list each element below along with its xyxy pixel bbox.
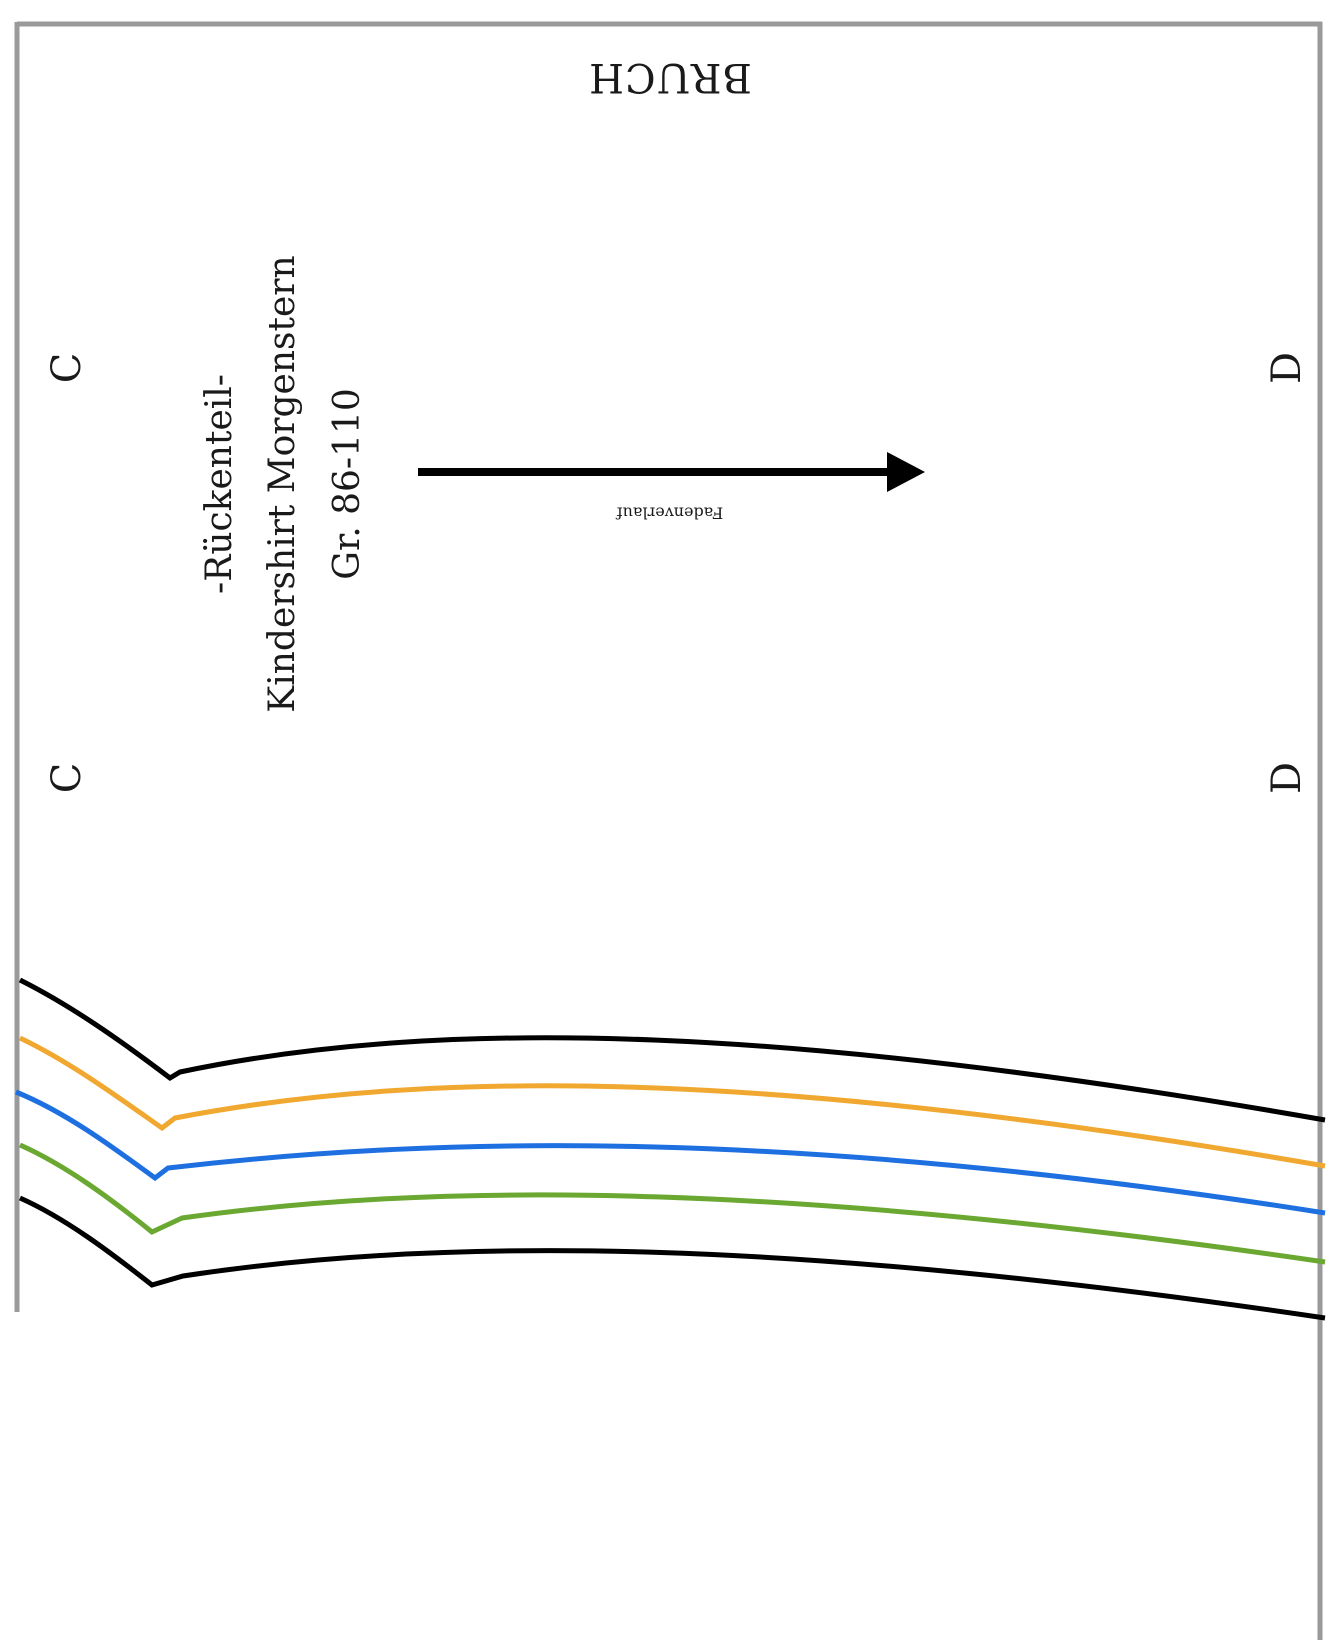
size-line-blue — [15, 1089, 1326, 1216]
grainline-arrowhead — [887, 452, 925, 492]
grainline-arrow — [418, 452, 925, 492]
title-line-size: Gr. 86-110 — [327, 388, 368, 580]
grainline-label: Fadenverlauf — [616, 504, 724, 523]
size-line-green — [18, 1142, 1326, 1265]
size-line-outer-top — [18, 977, 1326, 1123]
title-line-piece: -Rückenteil- — [199, 374, 240, 594]
size-line-orange — [18, 1035, 1326, 1169]
title-line-name: Kindershirt Morgenstern — [262, 255, 303, 712]
notch-mark-c-top: C — [44, 353, 90, 384]
pattern-title: -Rückenteil- Kindershirt Morgenstern Gr.… — [199, 255, 368, 712]
notch-mark-c-bottom: C — [44, 763, 90, 794]
fold-label: BRUCH — [588, 54, 752, 100]
pattern-outline — [14, 21, 1323, 1640]
notch-mark-d-top: D — [1264, 352, 1310, 384]
size-lines — [15, 977, 1326, 1321]
size-line-outer-bottom — [18, 1195, 1326, 1321]
notch-mark-d-bottom: D — [1264, 762, 1310, 794]
